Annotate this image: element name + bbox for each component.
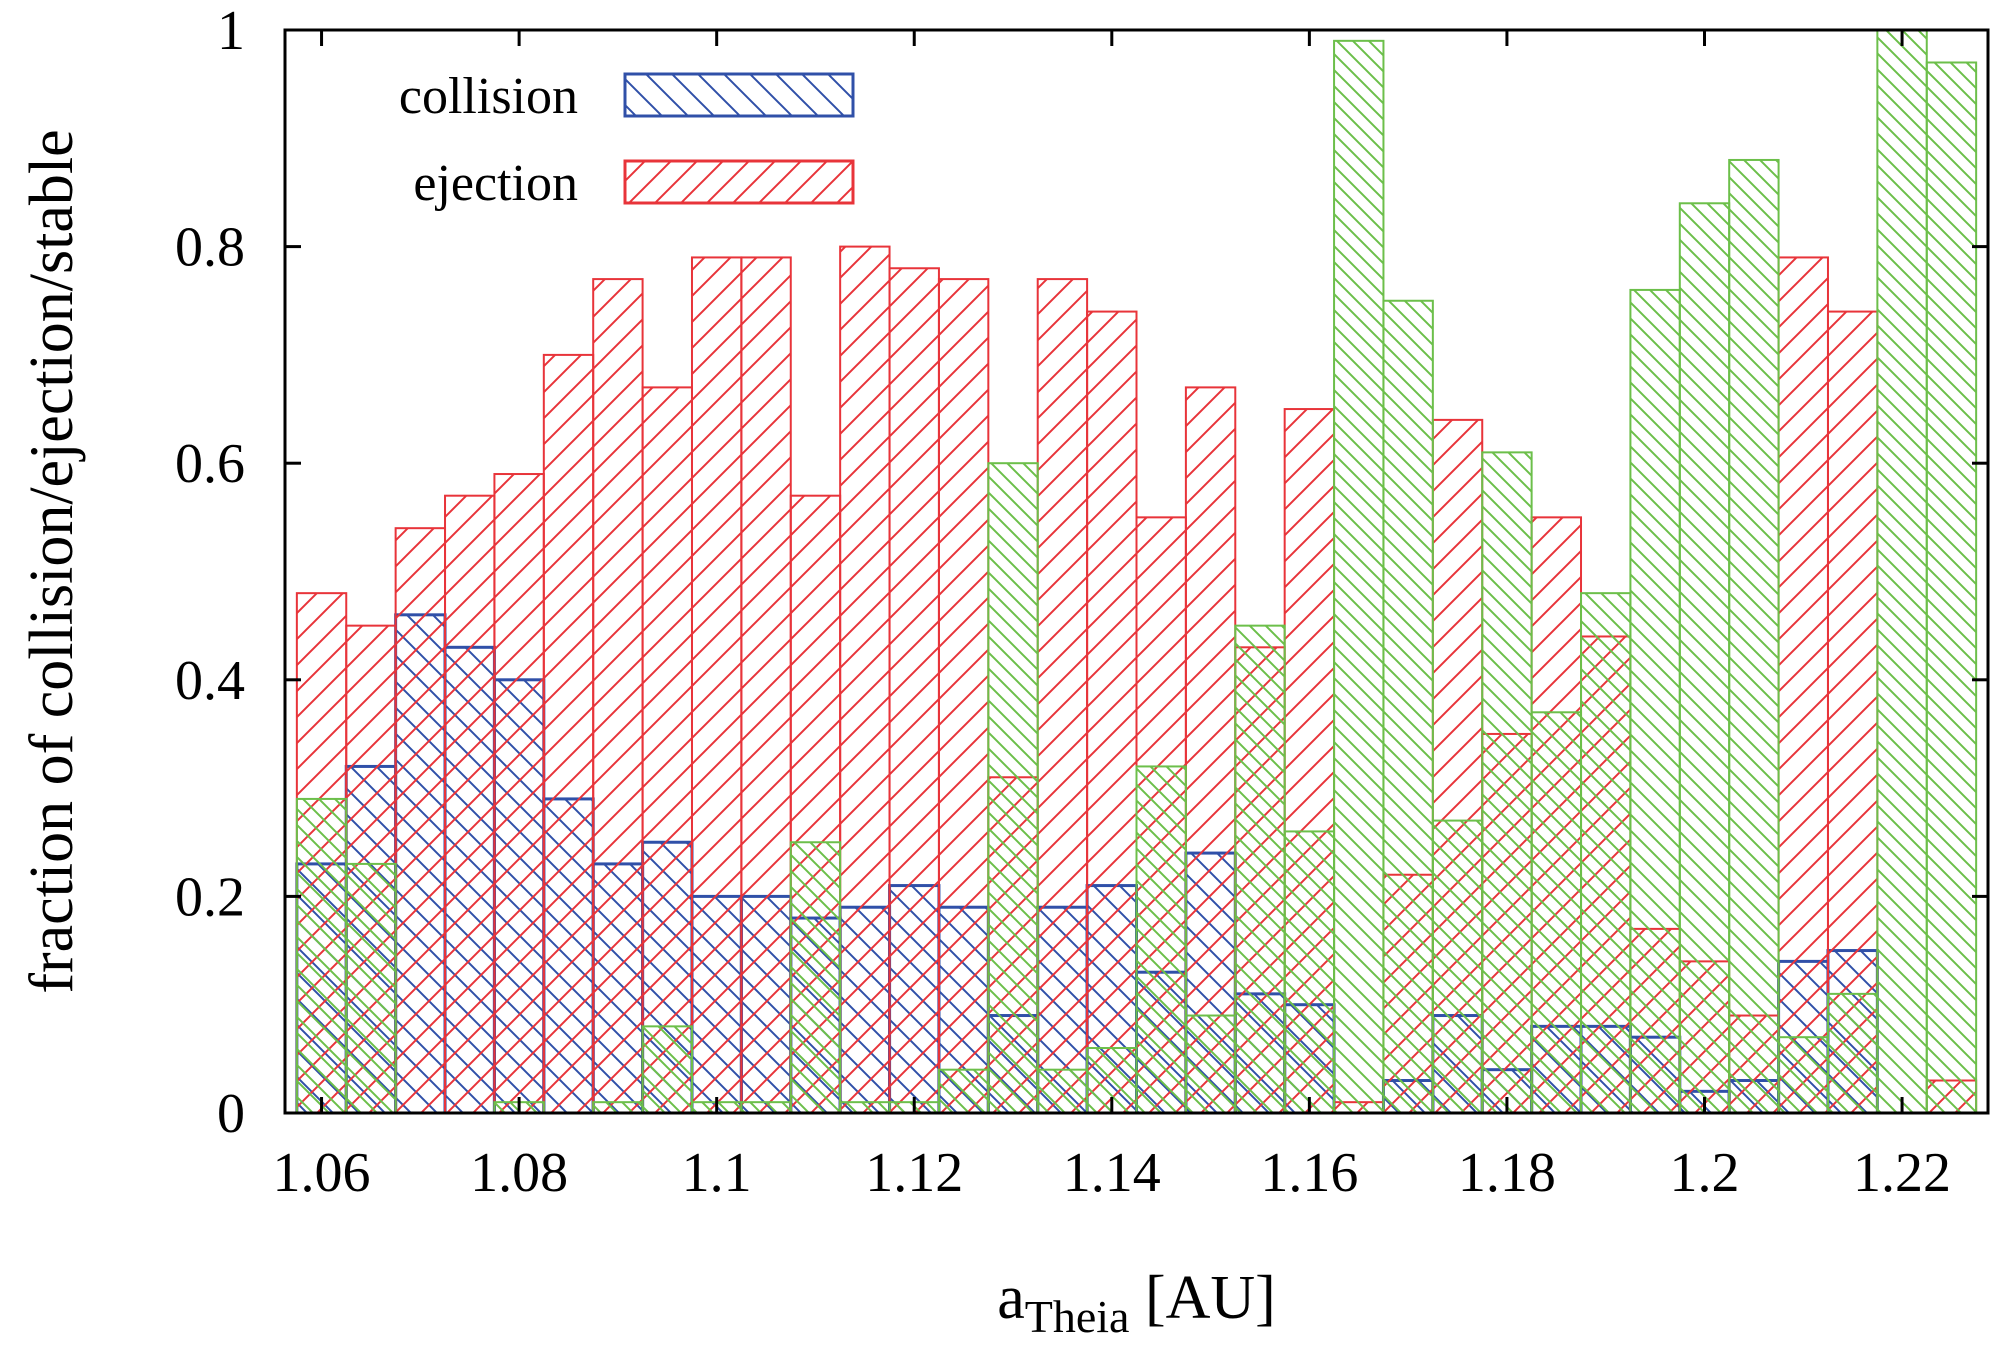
bar-stable-22	[1382, 299, 1434, 1114]
bar-ejection-7	[641, 386, 693, 1114]
bar-stable-0	[295, 797, 348, 1114]
x-tick-label: 1.18	[1458, 1142, 1556, 1204]
bar-stable-9	[740, 1101, 792, 1115]
bar-stable-27	[1629, 288, 1681, 1115]
x-tick-label: 1.22	[1853, 1142, 1951, 1204]
y-tick-label: 0.2	[175, 866, 245, 928]
bar-ejection-30	[1777, 256, 1829, 1114]
x-tick-label: 1.1	[682, 1142, 752, 1204]
bar-ejection-16	[1086, 310, 1138, 1114]
ticks-layer: 1.06 1.08 1.1 1.12 1.14 1.16 1.18 1.2 1.22 0 0.2 0.…	[175, 0, 1988, 1204]
bar-stable-26	[1580, 592, 1632, 1114]
bar-stable-33	[1925, 61, 1978, 1115]
y-axis-title: fraction of collision/ejection/stable	[18, 129, 86, 993]
bar-stable-25	[1530, 711, 1583, 1114]
bar-stable-1	[345, 862, 397, 1114]
bar-ejection-4	[493, 473, 545, 1114]
bar-stable-10	[789, 841, 842, 1114]
bar-stable-18	[1184, 1014, 1237, 1115]
y-tick-label: 0	[217, 1083, 245, 1145]
bar-stable-7	[641, 1025, 693, 1114]
x-axis-title: aTheia [AU]	[997, 1264, 1276, 1342]
plot-frame	[283, 28, 1990, 1115]
bar-stable-21	[1333, 39, 1385, 1115]
x-axis-title-subscript: Theia	[1025, 1291, 1130, 1342]
x-tick-label: 1.12	[865, 1142, 963, 1204]
bar-ejection-2	[394, 527, 447, 1114]
bar-ejection-31	[1826, 310, 1879, 1114]
bar-stable-32	[1876, 29, 1928, 1114]
bar-stable-19	[1234, 624, 1286, 1115]
y-tick-label: 0.6	[175, 433, 245, 495]
bar-ejection-12	[888, 267, 940, 1114]
bar-ejection-5	[542, 353, 595, 1114]
bar-ejection-13	[937, 278, 990, 1114]
x-tick-label: 1.06	[273, 1142, 371, 1204]
bar-stable-6	[592, 1101, 644, 1115]
legend-label-ejection: ejection	[413, 155, 578, 212]
bar-ejection-6	[592, 278, 644, 1114]
bar-ejection-15	[1036, 278, 1089, 1114]
y-tick-label: 1	[217, 0, 245, 62]
bar-ejection-18	[1184, 386, 1237, 1114]
bar-stable-17	[1135, 765, 1187, 1114]
x-tick-label: 1.2	[1669, 1142, 1739, 1204]
x-axis-title-unit: [AU]	[1129, 1264, 1275, 1332]
y-tick-label: 0.8	[175, 217, 245, 279]
legend: collision ejection	[399, 68, 855, 212]
bar-stable-11	[839, 1101, 891, 1115]
y-tick-label: 0.4	[175, 650, 245, 712]
legend-label-collision: collision	[399, 68, 578, 125]
bar-stable-15	[1036, 1068, 1089, 1115]
bar-stable-30	[1777, 1036, 1829, 1114]
bar-stable-20	[1283, 830, 1336, 1114]
x-tick-label: 1.14	[1063, 1142, 1161, 1204]
x-tick-label: 1.16	[1260, 1142, 1358, 1204]
x-axis-title-main: a	[997, 1264, 1025, 1332]
bar-stable-31	[1826, 992, 1879, 1114]
legend-swatch-collision	[623, 72, 855, 118]
bar-stable-13	[937, 1068, 990, 1115]
bar-stable-29	[1728, 158, 1780, 1114]
bars-layer	[295, 29, 1978, 1115]
bar-ejection-3	[444, 494, 496, 1114]
x-tick-label: 1.08	[470, 1142, 568, 1204]
legend-swatch-ejection	[623, 159, 855, 205]
bar-ejection-8	[690, 256, 743, 1114]
bar-stable-28	[1678, 202, 1731, 1114]
bar-stable-14	[987, 462, 1039, 1114]
bar-stable-24	[1481, 451, 1533, 1114]
bar-ejection-11	[839, 245, 891, 1115]
bar-stable-23	[1431, 819, 1484, 1115]
bar-ejection-9	[740, 256, 792, 1114]
